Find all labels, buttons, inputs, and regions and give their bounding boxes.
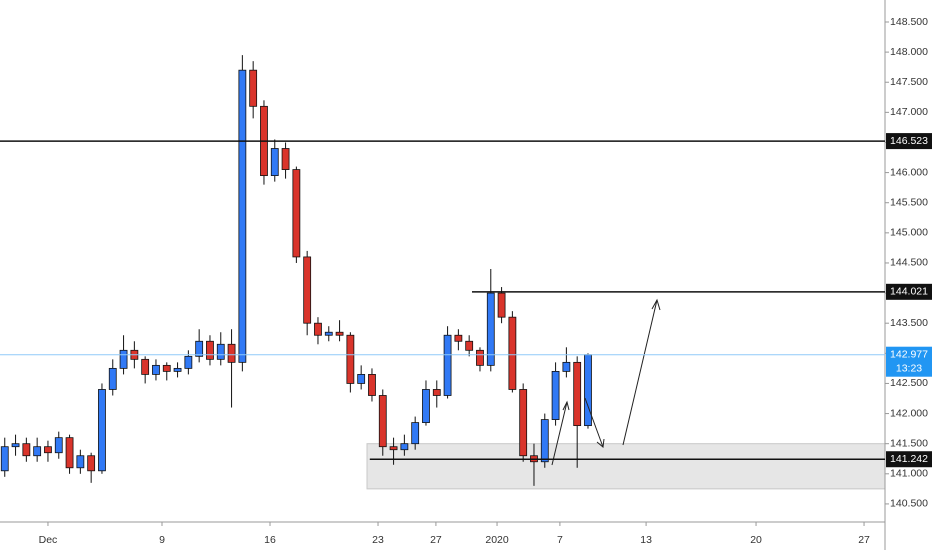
y-tick-label: 144.500 <box>890 257 928 269</box>
x-tick-label: 7 <box>557 534 563 546</box>
countdown-label: 13:23 <box>896 362 922 374</box>
y-tick-label: 148.000 <box>890 46 928 58</box>
level-label: 146.523 <box>890 135 928 147</box>
candle-body <box>432 389 441 396</box>
x-tick-label: 16 <box>264 534 276 546</box>
candle-body <box>11 443 20 448</box>
drawn-arrow <box>584 397 604 448</box>
x-tick-label: 27 <box>858 534 870 546</box>
candle-body <box>411 422 420 445</box>
level-label-box <box>886 283 932 300</box>
candle-body <box>119 349 128 369</box>
candle-body <box>238 69 247 363</box>
candle-body <box>173 367 182 372</box>
annotations <box>551 298 661 466</box>
candle-body <box>227 343 236 363</box>
candle-body <box>573 361 582 427</box>
last-price-box <box>886 346 932 377</box>
x-tick-label: 23 <box>372 534 384 546</box>
candle-body <box>54 437 63 454</box>
candle-body <box>281 148 290 170</box>
arrow-head <box>596 438 605 448</box>
drawn-arrow <box>622 299 658 446</box>
candle-body <box>551 370 560 420</box>
y-tick-label: 145.000 <box>890 227 928 239</box>
candle-body <box>443 334 452 396</box>
candle-body <box>540 419 549 463</box>
candle-body <box>389 446 398 451</box>
arrow-head <box>562 400 570 411</box>
y-tick-label: 142.500 <box>890 377 928 389</box>
y-tick-label: 145.500 <box>890 196 928 208</box>
y-tick-label: 148.500 <box>890 16 928 28</box>
last-price-label: 142.977 <box>890 348 928 360</box>
candle-body <box>378 395 387 448</box>
candle-body <box>87 455 96 472</box>
candle-body <box>324 331 333 336</box>
level-label: 141.242 <box>890 453 928 465</box>
candle-body <box>44 446 52 454</box>
x-tick-label: 2020 <box>485 534 509 546</box>
candle-body <box>335 331 344 336</box>
y-tick-label: 142.000 <box>890 407 928 419</box>
level-label-box <box>886 451 932 468</box>
candle-body <box>108 367 117 390</box>
candle-body <box>141 358 150 375</box>
candle-body <box>562 361 571 372</box>
candle-body <box>465 340 474 351</box>
candle-body <box>292 169 301 258</box>
candle-body <box>98 389 106 472</box>
x-tick-label: 9 <box>159 534 165 546</box>
candle-body <box>0 446 9 472</box>
candle-body <box>346 334 355 384</box>
x-tick-label: 20 <box>750 534 762 546</box>
candle-body <box>422 389 430 424</box>
candle-body <box>216 343 225 360</box>
plot-layer <box>0 55 886 490</box>
x-tick-label: 27 <box>430 534 442 546</box>
candle-body <box>195 340 204 357</box>
candle-body <box>314 322 322 336</box>
candle-body <box>249 69 258 107</box>
candle-body <box>184 355 193 369</box>
x-tick-label: 13 <box>640 534 652 546</box>
candle-body <box>584 354 592 427</box>
level-label-box <box>886 133 932 150</box>
y-tick-label: 147.000 <box>890 106 928 118</box>
candle-body <box>368 374 376 396</box>
candle-body <box>400 443 409 451</box>
candle-body <box>454 334 463 342</box>
candle-body <box>33 446 42 457</box>
candle-body <box>476 349 484 366</box>
candle-body <box>486 292 495 366</box>
drawn-arrow <box>551 401 568 466</box>
candle-body <box>357 374 366 384</box>
candle-body <box>303 256 312 324</box>
arrow-head <box>651 298 661 311</box>
candle-body <box>162 364 171 372</box>
candle-body <box>65 437 74 469</box>
candle-body <box>152 364 160 375</box>
y-tick-label: 141.500 <box>890 437 928 449</box>
candle-body <box>270 148 279 177</box>
x-tick-label: Dec <box>39 534 58 546</box>
y-tick-label: 140.500 <box>890 498 928 510</box>
candle-body <box>497 292 506 318</box>
candle-body <box>206 340 214 360</box>
y-tick-label: 141.000 <box>890 468 928 480</box>
candle-body <box>76 455 85 469</box>
candle-body <box>508 316 517 390</box>
level-label: 144.021 <box>890 286 928 298</box>
candle-body <box>519 389 528 457</box>
y-tick-label: 146.000 <box>890 166 928 178</box>
support-zone <box>366 443 886 490</box>
candle-body <box>22 443 31 457</box>
y-tick-label: 147.500 <box>890 76 928 88</box>
y-tick-label: 143.500 <box>890 317 928 329</box>
